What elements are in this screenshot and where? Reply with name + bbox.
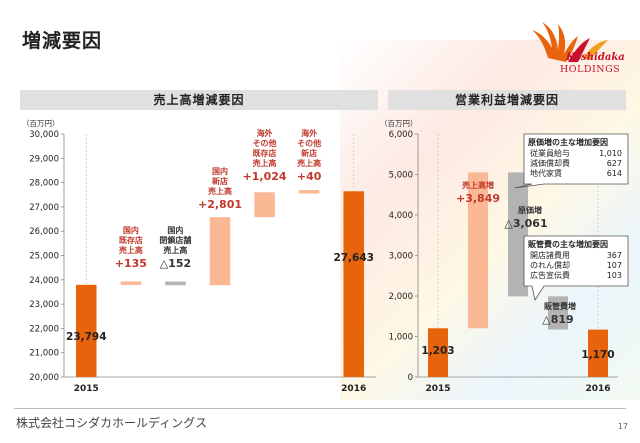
sales-waterfall-chart: （百万円） 30,000 29,000 28,000 27,000 26,000 25,00… <box>22 119 376 394</box>
step-category-label: 売上高 <box>163 245 187 255</box>
bar-0-4 <box>254 192 275 218</box>
callout-item-name: 広告宣伝費 <box>530 270 570 280</box>
x-category-label: 2015 <box>425 384 450 394</box>
step-category-label: 原価増 <box>518 205 542 215</box>
x-category-label: 2015 <box>74 384 99 394</box>
total-value-label: 1,170 <box>581 349 614 361</box>
step-category-label: 売上高増 <box>462 180 494 190</box>
step-category-label: 国内 <box>167 225 183 235</box>
bar-0-5 <box>298 190 320 194</box>
y-tick-label: 28,000 <box>29 179 59 189</box>
callout-title: 原価増の主な増加要因 <box>528 137 608 147</box>
y-tick-label: 20,000 <box>29 373 59 383</box>
step-value-label: △819 <box>542 313 573 326</box>
step-value-label: +3,849 <box>456 192 500 205</box>
koshidaka-logo-icon <box>532 22 608 62</box>
step-value-label: +40 <box>297 170 322 183</box>
step-category-label: 売上高 <box>297 158 321 168</box>
y-unit-label: （百万円） <box>380 119 418 128</box>
bar-0-0 <box>76 284 97 377</box>
bar-1-3 <box>548 296 568 330</box>
callout-item-name: のれん償却 <box>530 260 570 270</box>
y-tick-label: 0 <box>408 373 413 383</box>
y-tick-label: 24,000 <box>29 276 59 286</box>
callout-item-value: 103 <box>607 271 622 280</box>
step-category-label: 新店 <box>301 148 317 158</box>
bar-0-3 <box>209 217 231 286</box>
bar-1-2 <box>508 172 528 297</box>
callout-item-name: 減価償却費 <box>530 158 570 168</box>
y-tick-label: 21,000 <box>29 349 59 359</box>
step-category-label: 売上高 <box>253 158 277 168</box>
callout-item-value: 627 <box>607 159 622 168</box>
company-name: 株式会社コシダカホールディングス <box>16 416 208 430</box>
total-value-label: 23,794 <box>66 331 107 343</box>
y-tick-label: 25,000 <box>29 252 59 262</box>
y-tick-label: 3,000 <box>389 252 413 262</box>
profit-waterfall-chart: （百万円） 6,000 5,000 4,000 3,000 2,000 1,000 0 2015… <box>380 119 629 394</box>
step-category-label: 国内 <box>212 166 228 176</box>
logo-subtitle: HOLDINGS <box>560 64 621 75</box>
y-tick-label: 23,000 <box>29 300 59 310</box>
y-tick-label: 4,000 <box>389 211 413 221</box>
page-title: 増減要因 <box>22 30 103 52</box>
total-value-label: 27,643 <box>333 252 374 264</box>
step-category-label: 新店 <box>212 176 228 186</box>
step-category-label: 海外 <box>257 128 273 138</box>
footer-divider <box>14 408 626 409</box>
callout-item-value: 107 <box>607 261 622 270</box>
step-category-label: その他 <box>297 138 321 148</box>
y-tick-label: 30,000 <box>29 130 59 140</box>
step-category-label: 売上高 <box>208 186 232 196</box>
y-tick-label: 27,000 <box>29 203 59 213</box>
step-category-label: 国内 <box>123 225 139 235</box>
step-value-label: +1,024 <box>243 170 287 183</box>
y-tick-label: 22,000 <box>29 324 59 334</box>
y-tick-label: 1,000 <box>389 333 413 343</box>
callout-item-name: 開店諸費用 <box>530 250 570 260</box>
bar-1-1 <box>468 172 488 329</box>
page-number: 17 <box>617 422 628 431</box>
callout-item-value: 614 <box>607 169 622 178</box>
callout-item-name: 従業員給与 <box>530 148 570 158</box>
callout-item-value: 1,010 <box>599 149 622 158</box>
step-category-label: 既存店 <box>119 235 143 245</box>
step-category-label: 海外 <box>301 128 317 138</box>
x-category-label: 2016 <box>341 384 366 394</box>
callout-title: 販管費の主な増加要因 <box>528 239 608 249</box>
y-unit-label: （百万円） <box>22 119 60 128</box>
callout-item-value: 367 <box>607 251 622 260</box>
step-category-label: その他 <box>253 138 277 148</box>
step-value-label: +2,801 <box>198 198 242 211</box>
bar-0-1 <box>120 281 142 285</box>
y-tick-label: 2,000 <box>389 292 413 302</box>
step-value-label: +135 <box>115 257 147 270</box>
logo-name: Koshidaka <box>566 52 625 63</box>
step-category-label: 閉鎖店舗 <box>159 235 191 245</box>
x-category-label: 2016 <box>585 384 610 394</box>
step-value-label: △152 <box>160 257 191 270</box>
y-tick-label: 6,000 <box>389 130 413 140</box>
y-tick-label: 29,000 <box>29 154 59 164</box>
step-category-label: 売上高 <box>119 245 143 255</box>
sales-chart-header: 売上高増減要因 <box>20 90 378 110</box>
y-tick-label: 5,000 <box>389 171 413 181</box>
profit-chart-header: 営業利益増減要因 <box>388 90 626 110</box>
callout-item-name: 地代家賃 <box>530 168 562 178</box>
bar-1-4 <box>588 329 608 377</box>
step-value-label: △3,061 <box>504 217 547 230</box>
step-category-label: 既存店 <box>253 148 277 158</box>
step-category-label: 販管費増 <box>544 301 576 311</box>
bar-1-0 <box>428 328 448 377</box>
bar-0-2 <box>165 281 186 286</box>
y-tick-label: 26,000 <box>29 227 59 237</box>
total-value-label: 1,203 <box>421 345 454 357</box>
bar-0-6 <box>343 191 364 377</box>
